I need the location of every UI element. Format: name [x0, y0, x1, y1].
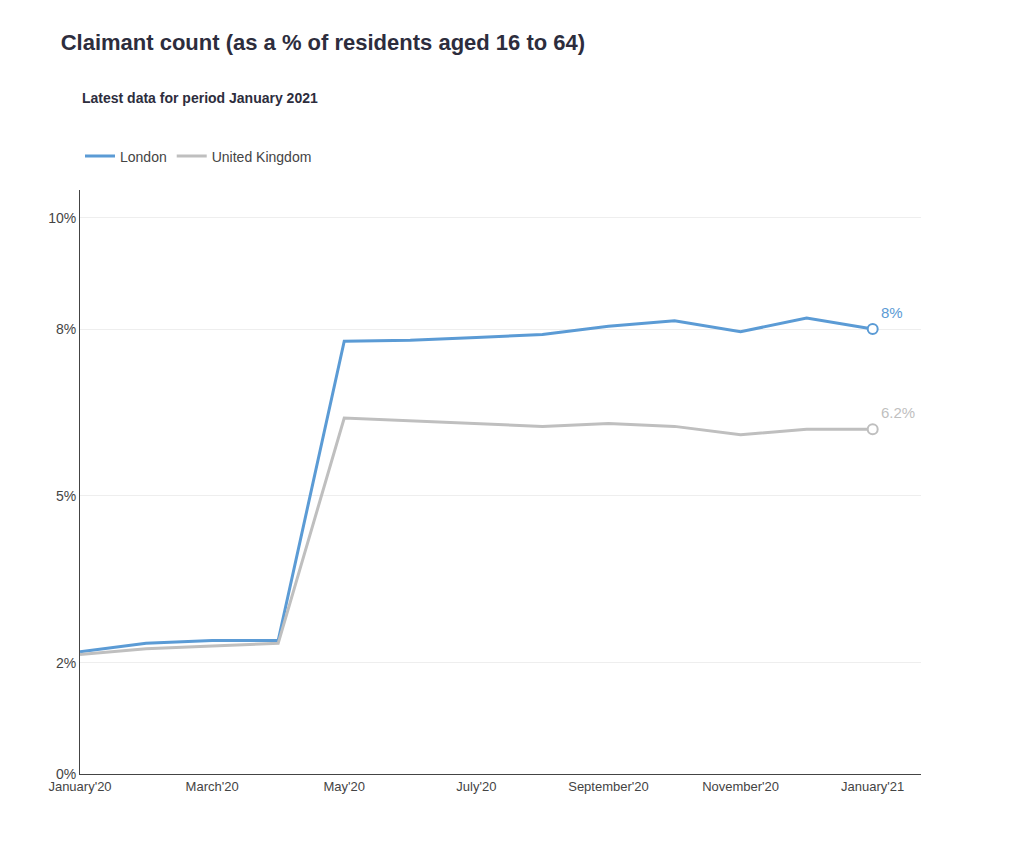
svg-text:Claimant count (as a % of resi: Claimant count (as a % of residents aged…	[61, 30, 585, 55]
svg-text:8%: 8%	[881, 304, 903, 321]
svg-text:September'20: September'20	[568, 779, 649, 794]
svg-text:July'20: July'20	[456, 779, 496, 794]
svg-text:0%: 0%	[56, 766, 76, 782]
svg-text:United Kingdom: United Kingdom	[212, 149, 312, 165]
svg-text:January'21: January'21	[841, 779, 904, 794]
svg-text:8%: 8%	[56, 321, 76, 337]
svg-text:5%: 5%	[56, 488, 76, 504]
svg-text:May'20: May'20	[323, 779, 365, 794]
svg-text:November'20: November'20	[702, 779, 779, 794]
svg-text:January'20: January'20	[48, 779, 111, 794]
svg-text:6.2%: 6.2%	[881, 404, 915, 421]
svg-text:London: London	[120, 149, 167, 165]
svg-text:10%: 10%	[48, 210, 76, 226]
svg-text:Latest data for period January: Latest data for period January 2021	[82, 90, 318, 106]
svg-text:March'20: March'20	[186, 779, 239, 794]
svg-text:2%: 2%	[56, 655, 76, 671]
